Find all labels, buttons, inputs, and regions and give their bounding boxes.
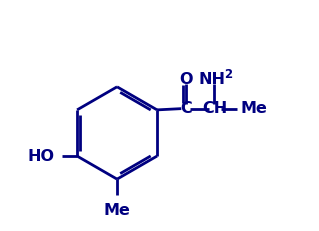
- Text: O: O: [179, 73, 192, 88]
- Text: 2: 2: [224, 68, 232, 81]
- Text: NH: NH: [198, 73, 226, 88]
- Text: C: C: [180, 101, 192, 116]
- Text: HO: HO: [28, 149, 55, 164]
- Text: Me: Me: [241, 101, 268, 116]
- Text: Me: Me: [104, 203, 130, 218]
- Text: CH: CH: [202, 101, 227, 116]
